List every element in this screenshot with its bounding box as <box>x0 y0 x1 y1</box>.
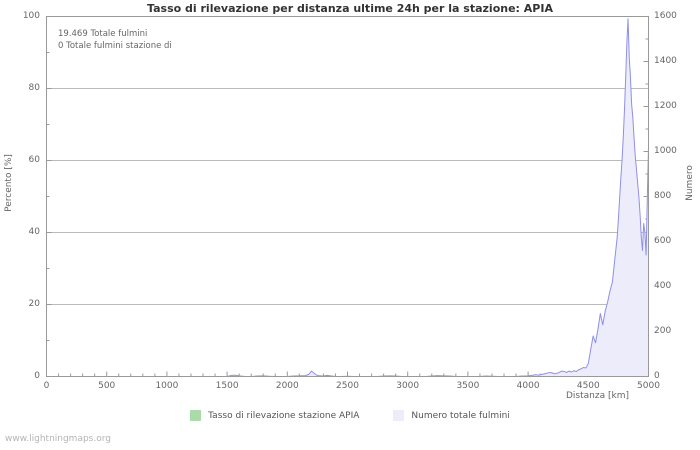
plot-frame <box>46 16 649 377</box>
y-tick-label-left: 40 <box>28 226 40 237</box>
x-tick-label: 4500 <box>576 380 600 391</box>
y-tick-label-right: 400 <box>654 280 672 291</box>
x-tick-label: 3500 <box>456 380 480 391</box>
y-tick-label-right: 0 <box>654 370 660 381</box>
series-area-total-count <box>46 18 649 377</box>
y-tick-label-right: 600 <box>654 235 672 246</box>
series-line <box>46 18 649 377</box>
legend-label: Tasso di rilevazione stazione APIA <box>208 410 360 421</box>
tick-marks <box>46 16 649 377</box>
y-tick-label-left: 20 <box>28 298 40 309</box>
watermark-link[interactable]: www.lightningmaps.org <box>5 434 111 444</box>
x-tick-label: 1500 <box>215 380 239 391</box>
x-tick-label: 2000 <box>275 380 299 391</box>
x-tick-label: 4000 <box>516 380 540 391</box>
x-tick-label: 2500 <box>336 380 359 391</box>
grid-lines <box>46 16 649 305</box>
x-tick-label: 5000 <box>637 380 660 391</box>
y-axis-label-right: Numero <box>685 165 695 201</box>
legend-label: Numero totale fulmini <box>411 410 510 421</box>
legend-swatch-icon <box>190 410 202 421</box>
chart-title: Tasso di rilevazione per distanza ultime… <box>147 2 553 15</box>
x-tick-label: 1000 <box>155 380 179 391</box>
y-tick-label-left: 80 <box>28 82 40 93</box>
y-tick-label-left: 60 <box>28 154 40 165</box>
legend-entry[interactable]: Tasso di rilevazione stazione APIA <box>190 410 359 421</box>
chart-legend: Tasso di rilevazione stazione APIA Numero… <box>0 410 700 421</box>
x-tick-label: 500 <box>98 380 116 391</box>
annotation-total-strokes: 19.469 Totale fulmini <box>58 29 148 39</box>
annotation-station-strokes: 0 Totale fulmini stazione di <box>58 41 172 51</box>
y-tick-label-right: 1000 <box>654 145 677 156</box>
y-tick-label-right: 1600 <box>654 10 677 21</box>
series-area-fill <box>46 18 649 377</box>
x-tick-label: 3000 <box>396 380 420 391</box>
y-tick-label-right: 1200 <box>654 100 677 111</box>
x-axis-label: Distanza [km] <box>566 391 629 401</box>
y-tick-label-right: 800 <box>654 190 672 201</box>
y-tick-label-left: 0 <box>34 370 40 381</box>
y-tick-label-left: 100 <box>22 10 40 21</box>
y-tick-label-right: 200 <box>654 325 672 336</box>
y-tick-label-right: 1400 <box>654 55 677 66</box>
x-tick-label: 0 <box>43 380 50 391</box>
legend-entry[interactable]: Numero totale fulmini <box>393 410 510 421</box>
legend-swatch-icon <box>393 410 405 421</box>
